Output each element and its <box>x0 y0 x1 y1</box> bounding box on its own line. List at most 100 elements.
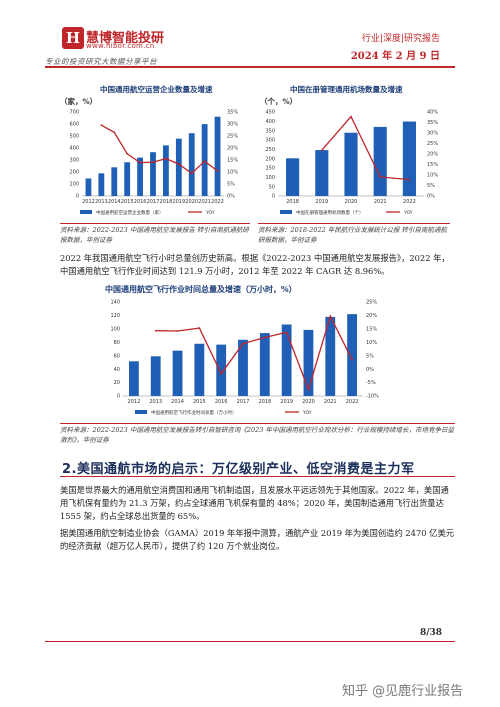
section-heading-bar <box>60 455 455 477</box>
section-heading: 2.美国通航市场的启示：万亿级别产业、低空消费是主力军 <box>62 462 415 477</box>
y-tick-label: 600 <box>69 122 79 128</box>
yoy-point <box>198 327 201 329</box>
legend-line-label: YOY <box>205 210 215 216</box>
bar <box>194 343 205 396</box>
chart1-source: 资料来源：2022-2023 中国通用航空发展报告 转引自南航通航研报数据，华创… <box>60 226 249 244</box>
y2-tick-label: -5% <box>366 380 376 386</box>
yoy-point <box>203 160 206 163</box>
y-tick-label: 100 <box>69 182 79 188</box>
yoy-point <box>329 315 332 318</box>
y-tick-label: 100 <box>110 327 120 333</box>
yoy-line <box>321 115 410 181</box>
x-tick-label: 2014 <box>108 199 121 205</box>
bar <box>259 333 270 396</box>
brand-slogan: 专业的投资研究大数据分享平台 <box>45 57 157 66</box>
yoy-point <box>320 149 323 152</box>
bar <box>216 344 227 396</box>
y-tick-label: 500 <box>69 134 79 140</box>
x-tick-label: 2012 <box>82 199 95 205</box>
bar <box>111 167 118 196</box>
bar <box>373 126 387 196</box>
watermark: 知乎 @见鹿行业报告 <box>342 684 464 699</box>
legend-line-label: YOY <box>403 210 413 216</box>
x-tick-label: 2022 <box>211 199 224 205</box>
bar <box>85 178 92 196</box>
x-tick-label: 2019 <box>315 199 328 205</box>
legend-bar-swatch <box>135 410 147 414</box>
y-tick-label: 300 <box>69 158 79 164</box>
paragraph-flight-hours: 2022 年我国通用航空飞行小时总量创历史新高。根据《2022-2023 中国通… <box>60 253 450 276</box>
bar <box>175 138 182 196</box>
bar <box>124 162 131 196</box>
footer-rule <box>45 641 455 642</box>
chart3: 0 20 40 60 80 100 120 140 -10% -5% 0% 5% 10% 15% 20% 25… <box>110 300 379 416</box>
chart2-unit: （个，%） <box>260 97 298 106</box>
paragraph-us-market: 美国是世界最大的通用航空消费国和通用飞机制造国，且发展水平远远领先于其他国家。2… <box>60 485 449 521</box>
y-tick-label: 0 <box>272 194 275 200</box>
chart1-unit: （家，%） <box>60 97 98 106</box>
brand-url[interactable]: www.hibor.com.cn <box>86 42 155 50</box>
header-rule <box>45 66 455 68</box>
y-tick-label: 0 <box>76 194 79 200</box>
y2-tick-label: 15% <box>427 162 438 168</box>
x-tick-label: 2014 <box>171 399 184 405</box>
bar <box>303 329 314 396</box>
x-tick-label: 2021 <box>198 199 211 205</box>
y2-tick-label: 10% <box>427 173 438 179</box>
bar <box>201 124 208 196</box>
x-tick-label: 2020 <box>345 199 358 205</box>
bar <box>129 361 139 396</box>
yoy-point <box>126 152 129 155</box>
bar <box>137 157 143 196</box>
chart1-source-rule <box>60 223 250 224</box>
x-tick-label: 2013 <box>149 399 162 405</box>
chart1: 0 100 200 300 400 500 600 700 0% 5% 10% 15% 20% 25% 30… <box>69 110 238 216</box>
x-tick-label: 2022 <box>346 399 359 405</box>
chart3-source-rule <box>60 423 455 424</box>
x-tick-label: 2015 <box>121 199 134 205</box>
y2-tick-label: 10% <box>227 170 238 176</box>
y2-tick-label: 20% <box>366 313 377 319</box>
yoy-point <box>165 157 167 160</box>
x-tick-label: 2016 <box>215 399 228 405</box>
yoy-point <box>176 330 179 332</box>
chart3-source: 资料来源：2022-2023 中国通用航空发展报告转引自智研咨询《2023 年中… <box>60 426 454 444</box>
y2-tick-label: 0% <box>227 194 235 200</box>
yoy-point <box>408 178 411 181</box>
yoy-point <box>177 163 180 165</box>
x-tick-label: 2017 <box>237 399 250 405</box>
yoy-point <box>100 124 103 127</box>
bar <box>325 316 336 396</box>
bar <box>214 116 221 196</box>
y2-tick-label: 15% <box>366 327 377 333</box>
x-tick-label: 2021 <box>324 399 337 405</box>
bar <box>150 356 161 396</box>
bar <box>402 121 416 196</box>
yoy-point <box>216 170 219 172</box>
y2-tick-label: 5% <box>427 183 435 189</box>
x-tick-label: 2013 <box>95 199 108 205</box>
bar <box>281 324 292 396</box>
chart2-source: 资料来源：2018-2022 年民航行业发展统计公报 转引自南航通航研报数据，华… <box>258 226 447 244</box>
bar <box>188 133 195 196</box>
x-tick-label: 2017 <box>147 199 160 205</box>
y-tick-label: 60 <box>114 353 120 359</box>
yoy-point <box>263 336 266 339</box>
x-tick-label: 2021 <box>374 199 387 205</box>
legend-bar-label: 中国在册管理通用机场数量（个） <box>296 209 364 216</box>
y2-tick-label: 25% <box>427 141 438 147</box>
y-tick-label: 200 <box>69 170 79 176</box>
x-tick-label: 2016 <box>134 199 147 205</box>
yoy-line <box>101 124 218 175</box>
legend-bar-label: 中国通用航空运营企业数量（家） <box>96 209 164 216</box>
y-tick-label: 450 <box>265 110 275 116</box>
y-tick-label: 120 <box>110 313 120 319</box>
bar <box>238 339 248 396</box>
chart2-title: 中国在册管理通用机场数量及增速 <box>290 85 403 94</box>
y2-tick-label: 35% <box>427 120 438 126</box>
y2-tick-label: 25% <box>366 300 377 306</box>
legend-bar-swatch <box>80 210 92 214</box>
chart3-title: 中国通用航空飞行作业时间总量及增速（万小时，%） <box>105 284 297 294</box>
y2-tick-label: 20% <box>427 152 438 158</box>
x-tick-label: 2020 <box>185 199 198 205</box>
